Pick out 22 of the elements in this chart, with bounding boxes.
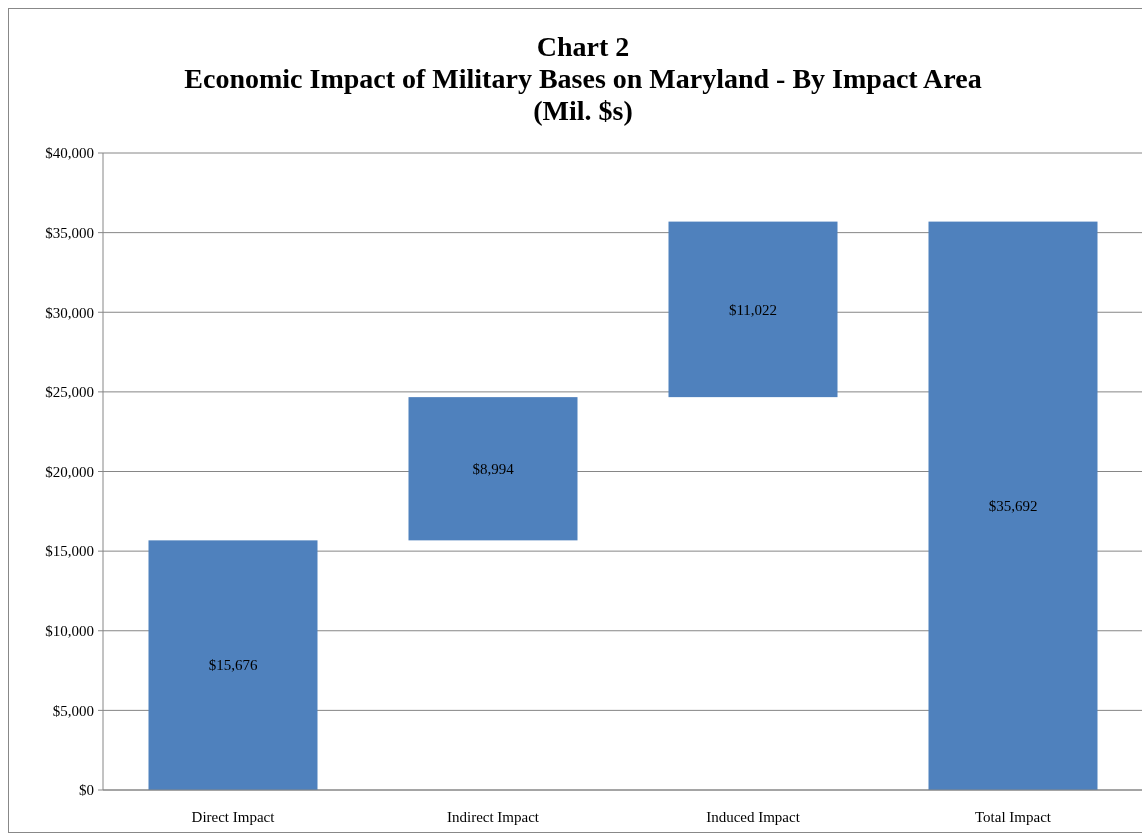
bar: [928, 221, 1098, 790]
y-tick-label: $5,000: [52, 702, 94, 719]
bar: [148, 540, 318, 790]
x-tick-label: Induced Impact: [706, 809, 801, 825]
y-tick-label: $40,000: [45, 145, 94, 162]
bar: [408, 397, 578, 541]
x-tick-label: Total Impact: [974, 809, 1052, 825]
data-label: $11,022: [728, 301, 778, 318]
bar: [668, 221, 838, 398]
y-tick-label: $30,000: [45, 304, 94, 321]
y-tick-label: $35,000: [45, 224, 94, 241]
data-label: $35,692: [988, 498, 1038, 515]
y-tick-label: $25,000: [45, 384, 94, 401]
x-tick-label: Indirect Impact: [446, 809, 540, 825]
y-tick-label: $15,000: [45, 543, 94, 560]
x-tick-label: Direct Impact: [191, 809, 276, 825]
y-tick-label: $20,000: [45, 463, 94, 480]
data-label: $8,994: [472, 460, 515, 477]
y-tick-label: $0: [79, 782, 94, 799]
y-tick-label: $10,000: [45, 623, 94, 639]
data-label: $15,676: [208, 657, 258, 674]
chart-title: Chart 2 Economic Impact of Military Bases on Maryland - By Impact Area (Mil. $s): [184, 31, 982, 126]
